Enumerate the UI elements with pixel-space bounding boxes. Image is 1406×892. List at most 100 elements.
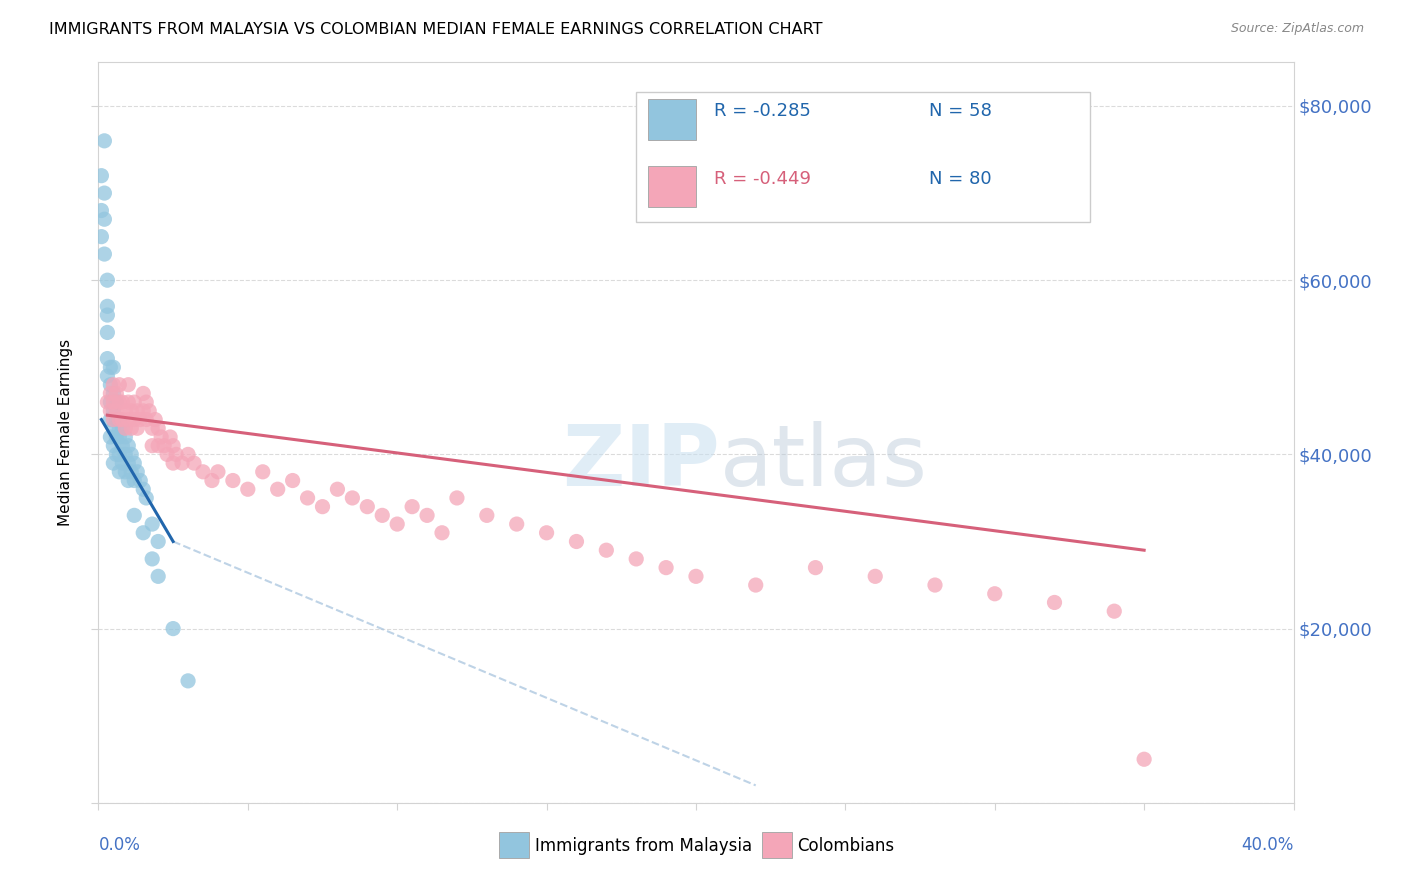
Point bbox=[93, 212, 115, 227]
Point bbox=[96, 351, 118, 366]
Point bbox=[156, 447, 179, 461]
Point bbox=[96, 369, 118, 384]
Point bbox=[105, 430, 128, 444]
Point bbox=[595, 543, 617, 558]
Text: Immigrants from Malaysia: Immigrants from Malaysia bbox=[534, 837, 752, 855]
Point bbox=[183, 456, 205, 470]
Text: IMMIGRANTS FROM MALAYSIA VS COLOMBIAN MEDIAN FEMALE EARNINGS CORRELATION CHART: IMMIGRANTS FROM MALAYSIA VS COLOMBIAN ME… bbox=[49, 22, 823, 37]
Point bbox=[252, 465, 274, 479]
Point bbox=[103, 404, 125, 418]
Point bbox=[90, 229, 112, 244]
Point bbox=[103, 421, 125, 435]
Point bbox=[475, 508, 498, 523]
Point bbox=[111, 456, 134, 470]
Point bbox=[401, 500, 423, 514]
Point bbox=[141, 517, 163, 532]
Point bbox=[655, 560, 678, 574]
Point bbox=[153, 439, 176, 453]
Point bbox=[132, 482, 155, 496]
Point bbox=[138, 404, 160, 418]
Point bbox=[132, 404, 155, 418]
Point bbox=[96, 326, 118, 340]
Point bbox=[804, 560, 827, 574]
Point bbox=[984, 587, 1007, 601]
Point bbox=[117, 456, 139, 470]
Point bbox=[93, 186, 115, 200]
Point bbox=[93, 247, 115, 261]
Point bbox=[93, 134, 115, 148]
Point bbox=[201, 474, 224, 488]
Point bbox=[162, 439, 184, 453]
Point bbox=[141, 439, 163, 453]
Point bbox=[98, 377, 122, 392]
Point bbox=[430, 525, 453, 540]
Point bbox=[103, 412, 125, 426]
Point bbox=[114, 447, 136, 461]
Point bbox=[685, 569, 707, 583]
Point bbox=[108, 421, 131, 435]
Point bbox=[108, 395, 131, 409]
Point bbox=[536, 525, 558, 540]
Point bbox=[150, 430, 173, 444]
Point bbox=[565, 534, 588, 549]
Point bbox=[114, 421, 136, 435]
Point bbox=[141, 421, 163, 435]
Point bbox=[745, 578, 768, 592]
Point bbox=[326, 482, 349, 496]
Point bbox=[416, 508, 439, 523]
Point bbox=[127, 465, 149, 479]
Point bbox=[105, 395, 128, 409]
Point bbox=[1104, 604, 1126, 618]
Text: N = 80: N = 80 bbox=[929, 170, 991, 188]
Point bbox=[98, 360, 122, 375]
Point bbox=[148, 534, 170, 549]
Point bbox=[114, 404, 136, 418]
Point bbox=[124, 412, 146, 426]
Point bbox=[132, 525, 155, 540]
Point bbox=[281, 474, 304, 488]
Point bbox=[506, 517, 529, 532]
Point bbox=[117, 377, 139, 392]
Point bbox=[103, 386, 125, 401]
Point bbox=[356, 500, 378, 514]
Point bbox=[98, 412, 122, 426]
Point bbox=[446, 491, 468, 505]
Point bbox=[626, 552, 648, 566]
FancyBboxPatch shape bbox=[637, 92, 1091, 221]
Point bbox=[342, 491, 364, 505]
Point bbox=[135, 491, 157, 505]
FancyBboxPatch shape bbox=[648, 99, 696, 140]
Point bbox=[191, 465, 214, 479]
FancyBboxPatch shape bbox=[499, 832, 529, 858]
Point bbox=[117, 439, 139, 453]
Point bbox=[1133, 752, 1156, 766]
Point bbox=[129, 412, 152, 426]
Point bbox=[98, 404, 122, 418]
FancyBboxPatch shape bbox=[648, 166, 696, 207]
Point bbox=[108, 447, 131, 461]
Point bbox=[148, 421, 170, 435]
Text: 40.0%: 40.0% bbox=[1241, 836, 1294, 855]
Point bbox=[90, 203, 112, 218]
Point bbox=[98, 395, 122, 409]
Point bbox=[127, 404, 149, 418]
Point bbox=[103, 360, 125, 375]
Point bbox=[207, 465, 229, 479]
Point bbox=[117, 395, 139, 409]
Point bbox=[159, 430, 181, 444]
Point bbox=[120, 404, 142, 418]
Point bbox=[177, 673, 200, 688]
Text: atlas: atlas bbox=[720, 421, 928, 504]
Point bbox=[103, 456, 125, 470]
Point bbox=[103, 439, 125, 453]
Point bbox=[222, 474, 245, 488]
Point bbox=[127, 421, 149, 435]
Point bbox=[114, 430, 136, 444]
Point bbox=[120, 447, 142, 461]
Point bbox=[98, 386, 122, 401]
Point bbox=[105, 386, 128, 401]
Point bbox=[129, 474, 152, 488]
FancyBboxPatch shape bbox=[762, 832, 792, 858]
Point bbox=[108, 412, 131, 426]
Point bbox=[108, 412, 131, 426]
